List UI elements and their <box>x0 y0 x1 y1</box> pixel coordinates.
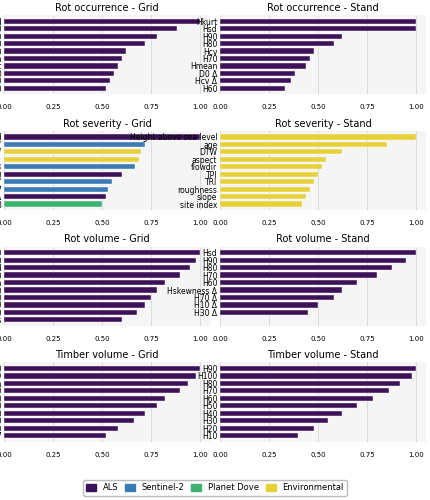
Bar <box>4 71 114 76</box>
Bar <box>220 272 377 278</box>
Bar <box>220 56 310 61</box>
Bar <box>220 410 341 416</box>
Bar <box>4 410 145 416</box>
Bar <box>220 396 373 401</box>
Bar <box>220 426 314 430</box>
Bar <box>4 142 145 147</box>
Bar <box>4 26 177 32</box>
Bar <box>220 288 341 292</box>
Bar <box>4 403 157 408</box>
Bar <box>220 265 393 270</box>
Bar <box>220 202 302 206</box>
Bar <box>220 403 357 408</box>
Bar <box>220 18 416 24</box>
Bar <box>220 78 291 84</box>
Bar <box>4 134 200 140</box>
Bar <box>4 186 108 192</box>
Bar <box>220 388 388 394</box>
Bar <box>4 426 118 430</box>
Bar <box>4 179 112 184</box>
Bar <box>220 186 310 192</box>
Bar <box>220 71 295 76</box>
Bar <box>220 26 416 32</box>
Bar <box>220 172 318 177</box>
Bar <box>4 194 106 199</box>
Bar <box>4 56 122 61</box>
Bar <box>4 258 196 263</box>
Title: Rot severity - Grid: Rot severity - Grid <box>63 118 151 128</box>
Bar <box>4 272 181 278</box>
Bar <box>220 134 416 140</box>
Bar <box>220 418 328 424</box>
Bar <box>4 150 141 154</box>
Bar <box>4 295 151 300</box>
Bar <box>4 48 126 54</box>
Bar <box>4 317 122 322</box>
Legend: ALS, Sentinel-2, Planet Dove, Environmental: ALS, Sentinel-2, Planet Dove, Environmen… <box>83 480 347 496</box>
Bar <box>220 86 285 91</box>
Bar <box>4 64 118 68</box>
Bar <box>220 302 318 308</box>
Bar <box>4 34 157 38</box>
Title: Rot occurrence - Stand: Rot occurrence - Stand <box>267 3 379 13</box>
Bar <box>4 202 102 206</box>
Bar <box>4 302 145 308</box>
Bar <box>220 164 322 170</box>
Bar <box>4 78 110 84</box>
Bar <box>4 310 138 315</box>
Bar <box>220 156 326 162</box>
Bar <box>4 433 106 438</box>
Bar <box>4 280 165 285</box>
Bar <box>220 374 412 378</box>
Title: Rot volume - Grid: Rot volume - Grid <box>64 234 150 244</box>
Bar <box>4 41 145 46</box>
Title: Rot occurrence - Grid: Rot occurrence - Grid <box>55 3 159 13</box>
Bar <box>4 366 200 371</box>
Bar <box>4 374 196 378</box>
Bar <box>4 418 133 424</box>
Bar <box>4 288 157 292</box>
Title: Timber volume - Stand: Timber volume - Stand <box>267 350 379 360</box>
Bar <box>4 172 122 177</box>
Bar <box>4 381 188 386</box>
Bar <box>4 250 200 256</box>
Bar <box>220 179 314 184</box>
Bar <box>220 64 306 68</box>
Title: Timber volume - Grid: Timber volume - Grid <box>55 350 159 360</box>
Bar <box>4 396 165 401</box>
Bar <box>220 381 400 386</box>
Bar <box>4 164 135 170</box>
Bar <box>220 310 308 315</box>
Bar <box>220 280 357 285</box>
Bar <box>4 265 190 270</box>
Bar <box>220 433 298 438</box>
Bar <box>220 366 416 371</box>
Bar <box>4 156 139 162</box>
Bar <box>220 150 341 154</box>
Bar <box>220 41 334 46</box>
Bar <box>4 86 106 91</box>
Bar <box>220 34 341 38</box>
Bar <box>220 194 306 199</box>
Bar <box>220 142 387 147</box>
Bar <box>4 18 200 24</box>
Title: Rot severity - Stand: Rot severity - Stand <box>274 118 371 128</box>
Bar <box>4 388 181 394</box>
Bar <box>220 250 416 256</box>
Bar <box>220 258 406 263</box>
Bar <box>220 48 314 54</box>
Bar <box>220 295 334 300</box>
Title: Rot volume - Stand: Rot volume - Stand <box>276 234 370 244</box>
